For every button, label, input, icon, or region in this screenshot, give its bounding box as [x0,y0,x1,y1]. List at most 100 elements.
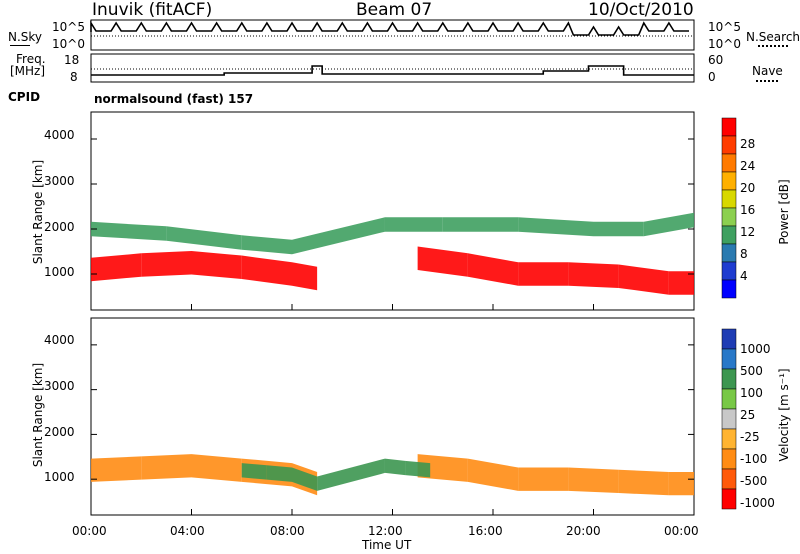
nave-legend-line [756,80,778,82]
power-colorbar-cell-7 [721,243,737,263]
frequency-line [91,65,694,76]
xtick-1600: 16:00 [468,524,503,538]
velocity-band-1-seg-3 [317,458,385,491]
power-colorbar-cell-5 [721,207,737,227]
freq-unit-label: [MHz] [10,64,46,78]
velocity-colorbar-cell-6 [721,448,737,470]
nsky-tick-bottom: 10^0 [52,37,85,51]
power-cbar-tick-28: 28 [740,137,756,151]
velocity-cbar-tick-25: 25 [740,408,756,422]
freq-label: Freq. [16,52,46,66]
power-band-1-seg-5 [442,217,519,232]
velocity-cbar-tick-neg25: -25 [740,430,760,444]
power-band-1-seg-0 [91,221,167,241]
velocity-band-1-seg-5 [405,460,431,478]
power-cbar-tick-4: 4 [740,269,748,283]
velocity-band-1-seg-0 [241,463,267,480]
power-ytick-4000: 4000 [44,128,75,142]
power-ytick-3000: 3000 [44,174,75,188]
station-title: Inuvik (fitACF) [92,0,213,20]
power-band-0-seg-2 [191,251,242,279]
power-cbar-tick-12: 12 [740,225,756,239]
cpid-value: normalsound (fast) 157 [94,92,254,106]
velocity-band-0-seg-10 [518,467,569,491]
power-colorbar-cell-8 [721,261,737,281]
power-band-0-seg-8 [417,246,468,277]
velocity-colorbar-cell-7 [721,468,737,490]
power-colorbar-cell-9 [721,279,737,299]
nave-tick-top: 60 [708,53,724,67]
nsearch-legend-line [758,45,788,47]
velocity-band-1-seg-2 [292,467,318,491]
power-band-1-seg-1 [166,226,242,250]
velocity-colorbar-cell-4 [721,408,737,430]
freq-tick-top: 18 [64,53,80,67]
xtick-0800: 08:00 [270,524,305,538]
nsky-tick-top: 10^5 [52,20,85,34]
power-band-1-seg-4 [384,217,443,232]
power-cbar-tick-20: 20 [740,181,756,195]
velocity-band-0-seg-2 [191,454,242,482]
power-band-0-seg-11 [568,262,619,288]
date-title: 10/Oct/2010 [588,0,694,20]
freq-panel-frame [90,53,695,83]
xtick-0400: 04:00 [170,524,205,538]
velocity-band-1-seg-1 [266,465,292,482]
nsky-label: N.Sky [8,30,43,44]
nsky-legend-line [10,45,30,46]
power-band-0-seg-13 [668,271,694,295]
power-cbar-tick-8: 8 [740,247,748,261]
cpid-label: CPID [8,90,41,104]
power-colorbar-cell-6 [721,225,737,245]
power-colorbar-cell-1 [721,135,737,155]
freq-tick-bottom: 8 [70,70,78,84]
power-band-0-seg-12 [618,264,669,295]
x-axis-title: Time UT [362,538,412,552]
power-colorbar-cell-0 [721,117,737,137]
velocity-cbar-tick-neg100: -100 [740,452,768,466]
power-cbar-tick-16: 16 [740,203,756,217]
velocity-band-1-seg-4 [384,458,406,476]
power-band-1-seg-6 [518,217,594,237]
velocity-cbar-tick-neg1000: -1000 [740,496,775,510]
xtick-2400: 00:00 [664,524,699,538]
power-cbar-tick-24: 24 [740,159,756,173]
power-colorbar-cell-3 [721,171,737,191]
power-band-1-seg-3 [292,217,385,255]
velocity-colorbar-cell-3 [721,388,737,410]
nsearch-label: N.Search [746,30,800,44]
power-ytick-2000: 2000 [44,220,75,234]
nsky-line [90,20,689,36]
velocity-cbar-tick-100: 100 [740,386,763,400]
beam-title: Beam 07 [356,0,433,20]
power-band-1-seg-2 [241,235,292,255]
velocity-colorbar-cell-1 [721,348,737,370]
power-band-1-seg-8 [643,212,694,237]
power-band-0-seg-9 [467,253,519,286]
xtick-2000: 20:00 [566,524,601,538]
velocity-ytick-1000: 1000 [44,470,75,484]
velocity-ytick-4000: 4000 [44,333,75,347]
velocity-band-0-seg-12 [618,469,669,496]
power-band-0-seg-3 [241,255,292,286]
velocity-cbar-tick-1000: 1000 [740,342,771,356]
velocity-colorbar-cell-2 [721,368,737,390]
velocity-band-0-seg-0 [91,456,142,482]
power-band-1-seg-7 [593,221,644,237]
velocity-colorbar-cell-5 [721,428,737,450]
velocity-band-0-seg-11 [568,467,619,494]
velocity-colorbar-cell-8 [721,488,737,510]
velocity-cbar-tick-500: 500 [740,364,763,378]
power-colorbar-cell-4 [721,189,737,209]
nsky-panel-frame [90,19,695,51]
nsearch-tick-bottom: 10^0 [708,37,741,51]
power-band-0-seg-10 [518,262,569,286]
xtick-0000: 00:00 [72,524,107,538]
power-ytick-1000: 1000 [44,265,75,279]
velocity-ytick-2000: 2000 [44,425,75,439]
power-colorbar-cell-2 [721,153,737,173]
velocity-cbar-tick-neg500: -500 [740,474,768,488]
velocity-colorbar-cell-0 [721,328,737,350]
velocity-ytick-3000: 3000 [44,379,75,393]
